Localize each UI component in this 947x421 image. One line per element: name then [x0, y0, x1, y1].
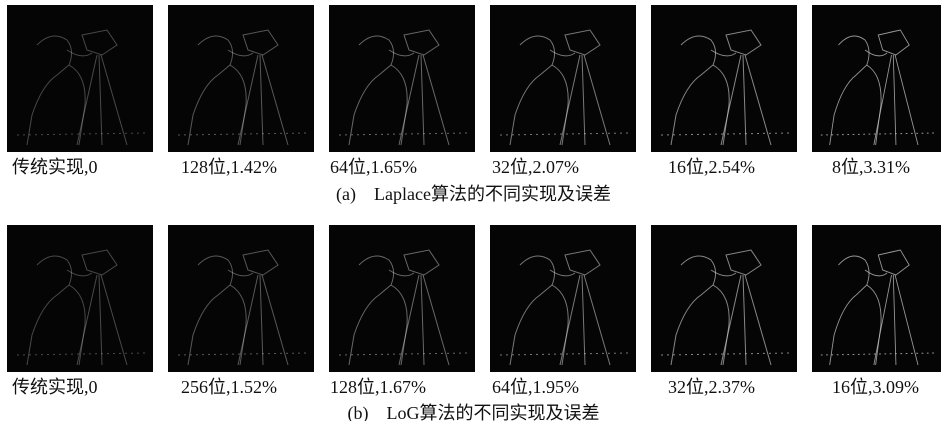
panel-label: 128位,1.42% — [181, 153, 277, 179]
image — [7, 225, 153, 372]
figure: 传统实现,0 128位,1.42% 64位,1.65% 32位,2.07% 16… — [0, 0, 947, 421]
panel-label: 16位,2.54% — [668, 153, 755, 179]
image — [651, 5, 797, 152]
image — [168, 225, 314, 372]
panel-label: 32位,2.37% — [668, 373, 755, 399]
panel-label: 16位,3.09% — [832, 373, 919, 399]
panel-label: 传统实现,0 — [12, 373, 98, 399]
panel-label: 32位,2.07% — [492, 153, 579, 179]
image — [490, 225, 636, 372]
caption-text: Laplace算法的不同实现及误差 — [374, 184, 611, 204]
panel-label: 256位,1.52% — [181, 373, 277, 399]
panel-label: 64位,1.65% — [330, 153, 417, 179]
image — [812, 5, 941, 152]
panel-label: 8位,3.31% — [832, 153, 910, 179]
image — [329, 5, 475, 152]
panel-label: 128位,1.67% — [330, 373, 426, 399]
image — [329, 225, 475, 372]
caption: (a) Laplace算法的不同实现及误差 — [0, 180, 947, 206]
image — [490, 5, 636, 152]
caption: (b) LoG算法的不同实现及误差 — [0, 399, 947, 421]
panel-label: 传统实现,0 — [12, 153, 98, 179]
image — [168, 5, 314, 152]
image — [812, 225, 941, 372]
caption-tag: (b) — [348, 403, 369, 421]
panel-label: 64位,1.95% — [492, 373, 579, 399]
caption-tag: (a) — [336, 184, 356, 204]
image — [7, 5, 153, 152]
image — [651, 225, 797, 372]
caption-text: LoG算法的不同实现及误差 — [387, 403, 600, 421]
